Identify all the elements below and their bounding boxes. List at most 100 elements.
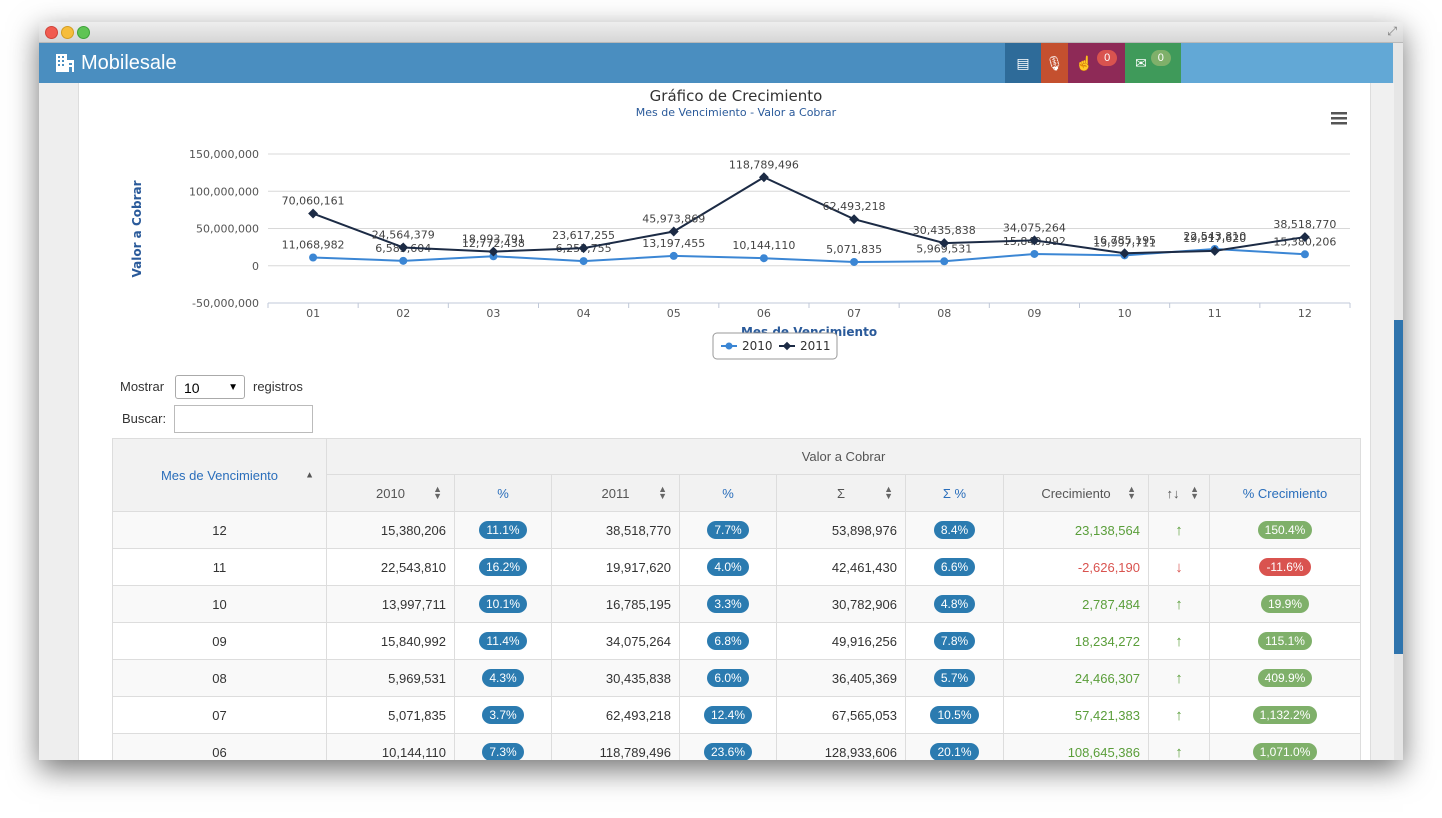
column-header-sum-pct[interactable]: Σ % — [905, 474, 1004, 512]
month-cell: 07 — [112, 696, 327, 734]
data-point — [488, 246, 499, 257]
growth-cell: 2,787,484 — [1082, 596, 1140, 612]
data-label: 19,917,620 — [1183, 232, 1246, 245]
x-tick-label: 05 — [667, 307, 681, 320]
sort-asc-icon: ▲ — [305, 469, 314, 480]
value-2010-cell: 15,380,206 — [326, 511, 455, 549]
growth-pct-badge: 150.4% — [1257, 521, 1313, 539]
minimize-window-button[interactable] — [61, 26, 74, 39]
growth-pct-badge: 409.9% — [1257, 669, 1313, 687]
growth-cell: -2,626,190 — [1077, 559, 1140, 575]
top-navbar: Mobilesale ▤ 🎙 ☝ 0 ✉ 0 — [39, 43, 1393, 83]
column-header-2011[interactable]: 2011 ▲ ▼ — [551, 474, 680, 512]
data-label: 11,068,982 — [282, 239, 345, 252]
data-point — [759, 254, 768, 263]
x-tick-label: 02 — [396, 307, 410, 320]
column-header-growth[interactable]: Crecimiento ▲ ▼ — [1003, 474, 1149, 512]
trend-cell: ↑ — [1148, 696, 1210, 734]
sum-cell: 36,405,369 — [776, 659, 906, 697]
trend-cell: ↓ — [1148, 548, 1210, 586]
dashboard-nav-button[interactable]: ▤ — [1005, 43, 1041, 83]
dashboard-icon: ▤ — [1016, 54, 1030, 71]
navbar-user-area[interactable] — [1181, 43, 1393, 83]
column-header-2011-label: 2011 — [601, 485, 630, 501]
hand-icon: ☝ — [1075, 54, 1094, 71]
legend-marker — [782, 341, 792, 351]
page-length-select[interactable]: 10 ▼ — [175, 375, 245, 399]
growth-pct-badge: 1,132.2% — [1252, 706, 1318, 724]
page-length-value: 10 — [184, 380, 200, 396]
column-header-trend[interactable]: ↑↓ ▲ ▼ — [1148, 474, 1210, 512]
data-table: Mes de Vencimiento ▲ Valor a Cobrar 2010… — [112, 438, 1362, 761]
column-header-growth-pct[interactable]: % Crecimiento — [1208, 474, 1362, 512]
table-row: 12 15,380,206 11.1% 38,518,770 7.7% 53,898,97… — [112, 511, 1362, 549]
close-window-button[interactable] — [45, 26, 58, 39]
data-point — [939, 238, 950, 249]
arrow-up-icon: ↑ — [1175, 743, 1183, 761]
pct-2010-badge: 3.7% — [482, 706, 524, 724]
sum-pct-badge: 8.4% — [933, 521, 976, 539]
month-cell: 08 — [112, 659, 327, 697]
x-tick-label: 03 — [486, 307, 500, 320]
y-tick-label: 150,000,000 — [189, 148, 259, 161]
growth-pct-badge: 115.1% — [1258, 632, 1312, 650]
sum-cell: 30,782,906 — [776, 585, 906, 623]
pct-2010-badge: 4.3% — [482, 669, 524, 687]
column-header-trend-label: ↑↓ — [1166, 485, 1180, 501]
column-header-pct-2010[interactable]: % — [454, 474, 552, 512]
value-2011-cell: 19,917,620 — [551, 548, 680, 586]
legend-marker — [725, 342, 733, 350]
value-2011-cell: 62,493,218 — [551, 696, 680, 734]
y-tick-label: 100,000,000 — [189, 185, 259, 198]
pct-2010-badge: 11.4% — [479, 632, 527, 650]
pct-2011-badge: 23.6% — [703, 743, 753, 760]
scrollbar-thumb[interactable] — [1393, 320, 1403, 654]
value-2011-cell: 34,075,264 — [551, 622, 680, 660]
sort-icon: ▲ ▼ — [1127, 484, 1136, 501]
data-label: 5,969,531 — [916, 242, 972, 255]
sum-pct-badge: 6.6% — [933, 558, 976, 576]
column-header-month[interactable]: Mes de Vencimiento ▲ — [112, 438, 327, 512]
data-point — [668, 226, 679, 237]
data-label: 16,785,195 — [1093, 234, 1156, 247]
sum-pct-badge: 10.5% — [930, 706, 979, 724]
arrow-up-icon: ↑ — [1175, 706, 1183, 724]
fullscreen-icon[interactable]: ⤢ — [1387, 24, 1397, 38]
growth-pct-badge: 1,071.0% — [1252, 743, 1318, 760]
maximize-window-button[interactable] — [77, 26, 90, 39]
value-2010-cell: 10,144,110 — [326, 733, 455, 760]
column-header-sum[interactable]: Σ ▲ ▼ — [776, 474, 906, 512]
month-cell: 06 — [112, 733, 327, 760]
pct-2010-badge: 7.3% — [482, 743, 524, 760]
data-point — [669, 251, 678, 260]
search-input[interactable] — [174, 405, 313, 433]
column-header-pct-2011[interactable]: % — [679, 474, 777, 512]
envelope-nav-button[interactable]: ✉ 0 — [1125, 43, 1181, 83]
sum-cell: 42,461,430 — [776, 548, 906, 586]
data-label: 5,071,835 — [826, 243, 882, 256]
data-label: 18,993,791 — [462, 233, 525, 246]
x-tick-label: 11 — [1208, 307, 1222, 320]
pct-2011-badge: 4.0% — [707, 558, 749, 576]
pct-2010-badge: 11.1% — [479, 521, 527, 539]
sort-icon: ▲ ▼ — [433, 484, 442, 501]
chart-menu-icon[interactable] — [1331, 112, 1347, 125]
x-tick-label: 12 — [1298, 307, 1312, 320]
table-row: 07 5,071,835 3.7% 62,493,218 12.4% 67,565,053… — [112, 696, 1362, 734]
column-header-2010[interactable]: 2010 ▲ ▼ — [326, 474, 455, 512]
sort-icon: ▲ ▼ — [884, 484, 893, 501]
legend-item-2011: 2011 — [800, 339, 831, 353]
data-point — [940, 257, 949, 266]
pct-2011-badge: 6.8% — [707, 632, 749, 650]
chart-subtitle: Mes de Vencimiento - Valor a Cobrar — [636, 106, 837, 119]
brand-link[interactable]: Mobilesale — [55, 47, 177, 79]
arrow-up-icon: ↑ — [1175, 632, 1183, 650]
data-label: 23,617,255 — [552, 229, 615, 242]
microphone-nav-button[interactable]: 🎙 — [1041, 43, 1068, 83]
brand-name: Mobilesale — [81, 51, 177, 74]
y-tick-label: 50,000,000 — [196, 223, 259, 236]
month-cell: 10 — [112, 585, 327, 623]
hand-nav-button[interactable]: ☝ 0 — [1068, 43, 1125, 83]
x-tick-label: 06 — [757, 307, 771, 320]
window-titlebar: ⤢ — [39, 22, 1403, 43]
